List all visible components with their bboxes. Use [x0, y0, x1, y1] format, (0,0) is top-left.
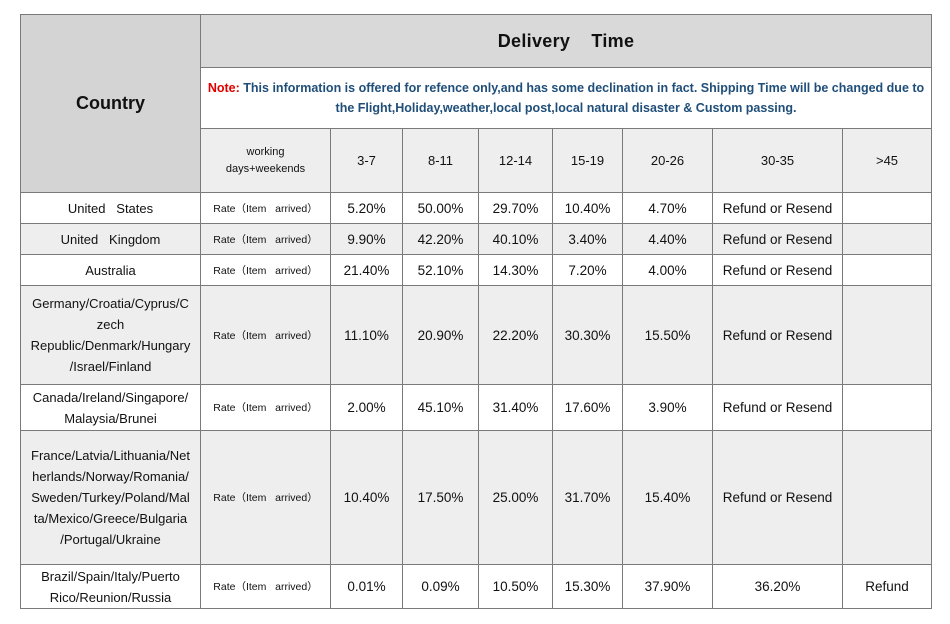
rate-8-11-cell: 52.10% — [402, 254, 479, 286]
rate-12-14-cell: 25.00% — [478, 430, 553, 565]
country-header: Country — [20, 14, 201, 193]
column-header-3-7: 3-7 — [330, 128, 403, 193]
rate-label-cell: Rate（Item arrived） — [200, 430, 331, 565]
rate-3-7-cell: 2.00% — [330, 384, 403, 431]
rate-15-19-cell: 30.30% — [552, 285, 623, 385]
note-text: This information is offered for refence … — [239, 81, 925, 115]
rate-12-14-cell: 31.40% — [478, 384, 553, 431]
rate-20-26-cell: 4.40% — [622, 223, 713, 255]
column-header-30-35: 30-35 — [712, 128, 843, 193]
rate-3-7-cell: 11.10% — [330, 285, 403, 385]
rate-30-35-cell: 36.20% — [712, 564, 843, 609]
rate-over-45-cell: Refund — [841, 564, 933, 609]
rate-30-35-cell: Refund or Resend — [712, 192, 843, 224]
column-header-20-26: 20-26 — [622, 128, 713, 193]
rate-label-cell: Rate（Item arrived） — [200, 384, 331, 431]
rate-12-14-cell: 29.70% — [478, 192, 553, 224]
column-header-12-14: 12-14 — [478, 128, 553, 193]
rate-8-11-cell: 42.20% — [402, 223, 479, 255]
table-row: Canada/Ireland/Singapore/ Malaysia/Brune… — [20, 384, 933, 431]
rate-3-7-cell: 21.40% — [330, 254, 403, 286]
rate-3-7-cell: 0.01% — [330, 564, 403, 609]
rate-8-11-cell: 50.00% — [402, 192, 479, 224]
rate-8-11-cell: 20.90% — [402, 285, 479, 385]
note-label: Note: — [207, 81, 240, 95]
rate-20-26-cell: 15.40% — [622, 430, 713, 565]
rate-over-45-cell — [841, 254, 933, 286]
country-cell: United Kingdom — [20, 223, 201, 255]
rate-20-26-cell: 37.90% — [622, 564, 713, 609]
column-header-8-11: 8-11 — [402, 128, 479, 193]
rate-12-14-cell: 40.10% — [478, 223, 553, 255]
rate-20-26-cell: 15.50% — [622, 285, 713, 385]
rate-label-cell: Rate（Item arrived） — [200, 285, 331, 385]
table-row: Germany/Croatia/Cyprus/C zech Republic/D… — [20, 285, 933, 385]
table-row: United Kingdom Rate（Item arrived） 9.90% … — [20, 223, 933, 255]
rate-label-cell: Rate（Item arrived） — [200, 192, 331, 224]
table-row: United States Rate（Item arrived） 5.20% 5… — [20, 192, 933, 224]
rate-3-7-cell: 10.40% — [330, 430, 403, 565]
rate-label-cell: Rate（Item arrived） — [200, 564, 331, 609]
note-row: Note: This information is offered for re… — [21, 67, 933, 129]
column-header-15-19: 15-19 — [552, 128, 623, 193]
rate-15-19-cell: 17.60% — [552, 384, 623, 431]
country-cell: Canada/Ireland/Singapore/ Malaysia/Brune… — [20, 384, 201, 431]
table-row: France/Latvia/Lithuania/Net herlands/Nor… — [20, 430, 933, 565]
country-cell: Australia — [20, 254, 201, 286]
rate-15-19-cell: 10.40% — [552, 192, 623, 224]
rate-30-35-cell: Refund or Resend — [712, 254, 843, 286]
rate-over-45-cell — [841, 192, 933, 224]
table-row: Australia Rate（Item arrived） 21.40% 52.1… — [20, 254, 933, 286]
rate-30-35-cell: Refund or Resend — [712, 285, 843, 385]
table-row: Brazil/Spain/Italy/Puerto Rico/Reunion/R… — [20, 564, 933, 609]
rate-label-cell: Rate（Item arrived） — [200, 254, 331, 286]
column-header-row: working days+weekends 3-7 8-11 12-14 15-… — [21, 128, 933, 193]
rate-12-14-cell: 14.30% — [478, 254, 553, 286]
rate-15-19-cell: 3.40% — [552, 223, 623, 255]
title-row: Country Delivery Time — [20, 14, 933, 193]
working-days-header: working days+weekends — [200, 128, 331, 193]
rate-3-7-cell: 9.90% — [330, 223, 403, 255]
country-cell: Germany/Croatia/Cyprus/C zech Republic/D… — [20, 285, 201, 385]
delivery-time-header: Delivery Time — [199, 14, 933, 68]
rate-8-11-cell: 17.50% — [402, 430, 479, 565]
rate-15-19-cell: 31.70% — [552, 430, 623, 565]
rate-label-cell: Rate（Item arrived） — [200, 223, 331, 255]
rate-20-26-cell: 4.70% — [622, 192, 713, 224]
rate-15-19-cell: 15.30% — [552, 564, 623, 609]
country-cell: France/Latvia/Lithuania/Net herlands/Nor… — [20, 430, 201, 565]
rate-8-11-cell: 45.10% — [402, 384, 479, 431]
rate-30-35-cell: Refund or Resend — [712, 223, 843, 255]
column-header-over-45: >45 — [841, 128, 933, 193]
rate-8-11-cell: 0.09% — [402, 564, 479, 609]
country-cell: Brazil/Spain/Italy/Puerto Rico/Reunion/R… — [20, 564, 201, 609]
rate-3-7-cell: 5.20% — [330, 192, 403, 224]
note-cell: Note: This information is offered for re… — [199, 67, 933, 129]
country-cell: United States — [20, 192, 201, 224]
rate-20-26-cell: 3.90% — [622, 384, 713, 431]
delivery-time-table: Country Delivery Time Note: This informa… — [20, 14, 933, 609]
rate-12-14-cell: 22.20% — [478, 285, 553, 385]
rate-over-45-cell — [841, 223, 933, 255]
rate-30-35-cell: Refund or Resend — [712, 430, 843, 565]
rate-over-45-cell — [841, 430, 933, 565]
rate-30-35-cell: Refund or Resend — [712, 384, 843, 431]
rate-over-45-cell — [841, 285, 933, 385]
rate-12-14-cell: 10.50% — [478, 564, 553, 609]
rate-over-45-cell — [841, 384, 933, 431]
rate-20-26-cell: 4.00% — [622, 254, 713, 286]
rate-15-19-cell: 7.20% — [552, 254, 623, 286]
